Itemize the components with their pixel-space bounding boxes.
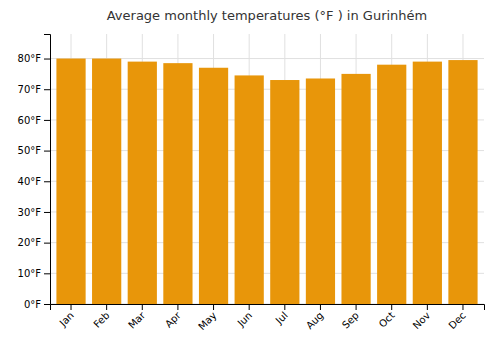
grid [50,34,484,304]
bar [128,62,157,304]
x-tick-mark [106,304,107,310]
y-tick: 20°F [18,237,50,248]
y-tick-label: 60°F [18,115,42,126]
x-tick: Jan [57,304,76,329]
x-tick-label: Jun [235,310,255,330]
x-tick-label: Dec [446,310,467,331]
y-tick: 50°F [18,145,50,156]
y-tick-label: 80°F [18,53,42,64]
x-tick-mark [177,304,178,310]
y-tick: 60°F [18,115,50,126]
y-tick-mark [44,151,50,152]
y-tick-mark [44,212,50,213]
bar [306,78,335,304]
y-tick-label: 70°F [18,84,42,95]
y-tick-mark [44,181,50,182]
x-tick-label: Apr [163,309,184,330]
y-tick: 70°F [18,84,50,95]
bar [448,60,477,304]
bar [413,62,442,304]
chart-container: 0°F 10°F 20°F 30°F 40°F 50°F 60°F 70°F 80°F Jan Fe… [0,0,500,350]
x-tick: Mar [126,304,148,331]
y-tick-label: 50°F [18,145,42,156]
y-axis-line [44,35,51,305]
bar [235,75,264,304]
y-tick: 0°F [24,299,50,310]
x-tick-label: Mar [126,309,148,331]
x-tick-mark [284,304,285,310]
plot-area [56,59,477,304]
bar [163,63,192,304]
y-tick-label: 40°F [18,176,42,187]
bar [199,68,228,304]
x-tick-mark [320,304,321,310]
x-tick-label: Nov [411,310,433,332]
y-tick: 40°F [18,176,50,187]
x-tick-mark [462,304,463,310]
x-tick-mark [71,304,72,310]
x-tick: Oct [377,304,397,330]
x-axis-line [51,305,485,311]
bar [341,74,370,304]
bar [377,65,406,304]
y-tick-mark [44,304,50,305]
x-axis: Jan Feb Mar Apr May Jun Jul Aug Sep Oct Nov Dec [51,304,485,332]
x-tick-label: Aug [304,310,326,332]
x-tick: Jun [235,304,255,329]
y-axis: 0°F 10°F 20°F 30°F 40°F 50°F 60°F 70°F 80°F [18,35,51,310]
y-tick: 30°F [18,207,50,218]
x-tick-label: Feb [91,310,111,330]
y-tick-label: 20°F [18,237,42,248]
x-tick-mark [142,304,143,310]
bar [270,80,299,304]
y-tick-mark [44,273,50,274]
x-tick: Apr [163,304,184,330]
x-tick-label: Oct [377,310,397,330]
x-tick: May [196,304,218,332]
chart-title: Average monthly temperatures (°F ) in Gu… [107,8,428,23]
x-tick-mark [249,304,250,310]
x-tick-label: Sep [340,310,361,331]
x-tick-mark [427,304,428,310]
y-tick-mark [44,59,50,60]
x-tick: Dec [446,304,467,331]
y-tick-mark [44,243,50,244]
x-tick-label: Jul [273,310,290,327]
x-tick-mark [213,304,214,310]
y-tick-label: 0°F [24,299,41,310]
x-tick: Nov [411,304,433,331]
y-tick-mark [44,120,50,121]
y-tick-mark [44,89,50,90]
x-tick: Jul [273,304,290,327]
x-tick: Sep [340,304,361,331]
x-tick-mark [391,304,392,310]
x-tick-label: Jan [57,310,76,329]
y-tick: 80°F [18,53,50,64]
x-tick-mark [356,304,357,310]
x-tick-label: May [196,310,218,332]
chart-svg: 0°F 10°F 20°F 30°F 40°F 50°F 60°F 70°F 80°F Jan Fe… [0,0,500,350]
y-tick: 10°F [18,268,50,279]
y-tick-label: 30°F [18,207,42,218]
bar [56,59,85,304]
x-tick: Feb [91,304,111,330]
y-tick-label: 10°F [18,268,42,279]
bar [92,59,121,304]
x-tick: Aug [304,304,326,331]
